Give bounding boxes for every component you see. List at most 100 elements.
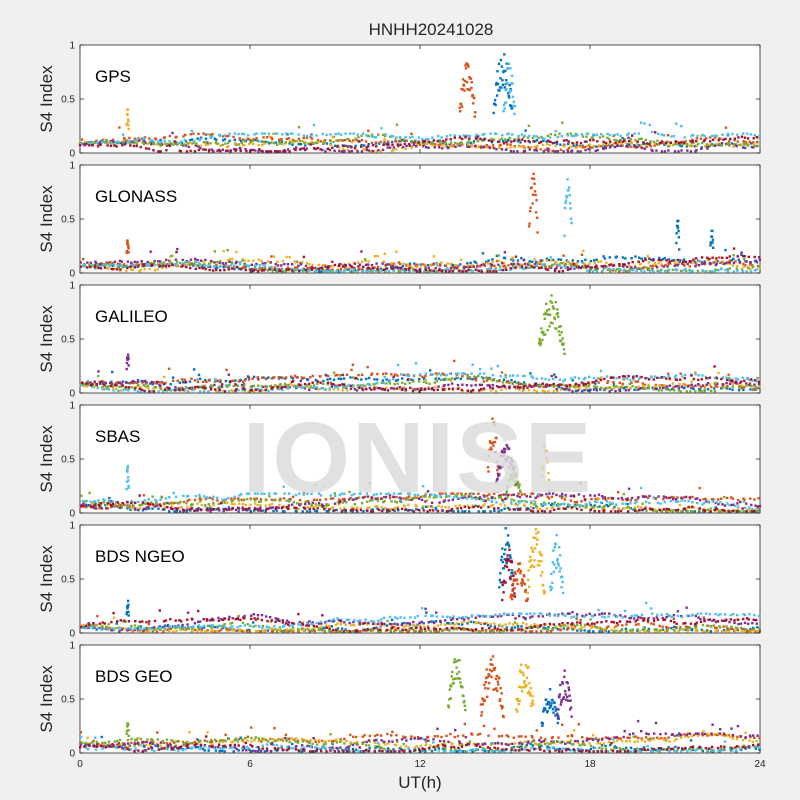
baseline-point: [513, 380, 517, 383]
baseline-point: [115, 384, 118, 387]
baseline-point: [359, 492, 362, 495]
baseline-point: [392, 375, 395, 378]
baseline-point: [477, 505, 480, 508]
baseline-point: [401, 269, 405, 272]
baseline-point: [332, 140, 335, 144]
baseline-point: [391, 264, 394, 268]
baseline-point: [361, 270, 364, 273]
baseline-point: [516, 385, 519, 388]
baseline-point: [742, 254, 745, 258]
baseline-point: [193, 368, 196, 371]
baseline-point: [298, 148, 302, 151]
baseline-point: [217, 502, 220, 506]
baseline-point: [681, 143, 684, 146]
baseline-point: [622, 492, 625, 496]
baseline-point: [314, 266, 317, 270]
baseline-point: [126, 266, 129, 270]
baseline-point: [533, 503, 536, 506]
baseline-point: [302, 255, 306, 259]
baseline-point: [417, 508, 420, 512]
baseline-point: [672, 386, 675, 389]
baseline-point: [422, 380, 426, 384]
baseline-point: [179, 386, 183, 390]
baseline-point: [314, 509, 317, 512]
baseline-point: [694, 371, 697, 374]
baseline-point: [660, 384, 664, 387]
baseline-point: [299, 139, 302, 143]
baseline-point: [703, 390, 706, 393]
baseline-point: [264, 508, 268, 511]
baseline-point: [331, 270, 334, 273]
baseline-point: [482, 380, 486, 383]
baseline-point: [530, 265, 533, 268]
baseline-point: [288, 142, 291, 145]
baseline-point: [290, 503, 294, 506]
baseline-point: [497, 386, 500, 389]
baseline-point: [408, 508, 411, 512]
baseline-point: [431, 143, 434, 147]
baseline-point: [641, 267, 644, 270]
baseline-point: [701, 269, 704, 272]
baseline-point: [233, 495, 236, 498]
baseline-point: [91, 502, 95, 506]
baseline-point: [297, 133, 300, 136]
baseline-point: [713, 144, 717, 147]
baseline-point: [333, 509, 336, 512]
baseline-point: [356, 270, 359, 273]
baseline-point: [475, 133, 478, 136]
baseline-point: [284, 141, 287, 144]
baseline-point: [743, 146, 747, 150]
baseline-point: [311, 501, 314, 504]
baseline-point: [382, 260, 386, 263]
baseline-point: [296, 268, 299, 272]
baseline-point: [570, 377, 573, 380]
baseline-point: [728, 387, 731, 391]
baseline-point: [633, 132, 636, 135]
baseline-point: [512, 139, 516, 143]
baseline-point: [257, 500, 261, 503]
baseline-point: [495, 385, 499, 388]
baseline-point: [464, 510, 467, 513]
baseline-point: [360, 268, 363, 271]
baseline-point: [281, 376, 284, 380]
baseline-point: [437, 377, 441, 380]
baseline-point: [310, 503, 313, 507]
baseline-point: [472, 141, 475, 144]
baseline-point: [349, 387, 353, 390]
baseline-point: [469, 264, 472, 267]
baseline-point: [196, 137, 199, 140]
baseline-point: [535, 139, 539, 142]
baseline-point: [567, 505, 570, 508]
baseline-point: [617, 507, 620, 510]
spike-point: [510, 74, 514, 77]
baseline-point: [417, 141, 420, 144]
baseline-point: [560, 502, 563, 506]
baseline-point: [400, 373, 403, 376]
baseline-point: [683, 386, 686, 389]
baseline-point: [286, 266, 290, 269]
baseline-point: [376, 378, 379, 381]
baseline-point: [520, 145, 523, 148]
baseline-point: [706, 508, 709, 511]
baseline-point: [620, 496, 624, 500]
baseline-point: [85, 499, 88, 503]
baseline-point: [248, 138, 251, 141]
baseline-point: [717, 137, 721, 140]
baseline-point: [595, 258, 598, 261]
baseline-point: [318, 498, 322, 502]
baseline-point: [393, 263, 396, 267]
baseline-point: [640, 387, 643, 390]
spike-point: [495, 94, 499, 97]
baseline-point: [415, 145, 418, 148]
baseline-point: [315, 141, 318, 144]
baseline-point: [133, 260, 136, 264]
baseline-point: [244, 503, 247, 507]
baseline-point: [746, 132, 749, 135]
baseline-point: [512, 259, 515, 262]
baseline-point: [204, 133, 208, 136]
baseline-point: [648, 494, 651, 498]
baseline-point: [654, 385, 658, 388]
spike-point: [464, 67, 468, 70]
baseline-point: [277, 376, 280, 379]
baseline-point: [290, 267, 293, 271]
